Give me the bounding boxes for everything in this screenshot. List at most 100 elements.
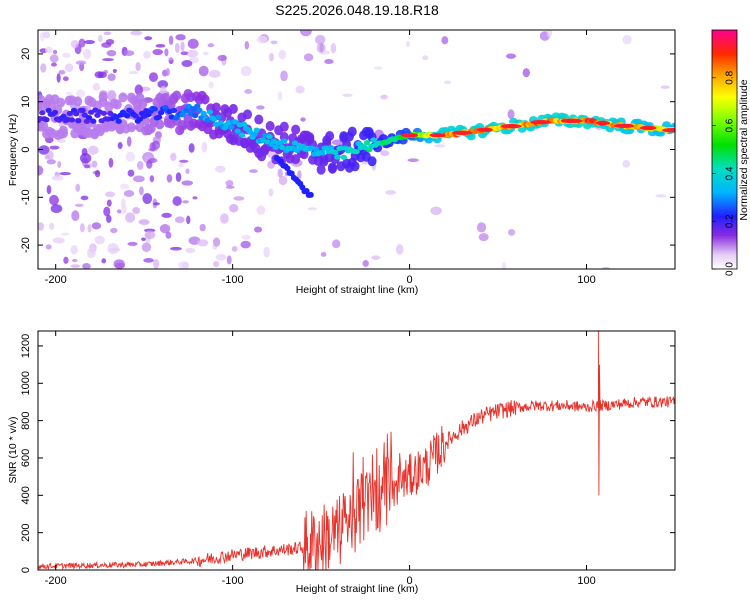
spectrogram-noise-blob: [125, 212, 136, 223]
spectrogram-noise-blob: [256, 105, 265, 110]
spectrogram-noise-blob: [49, 145, 60, 150]
spectrogram-hot-core: [662, 127, 675, 133]
spectrogram-band-halo: [177, 120, 187, 131]
spectrogram-noise-blob: [362, 260, 369, 267]
spectrogram-noise-blob: [331, 239, 341, 249]
spectrogram-noise-blob: [74, 203, 84, 207]
colorbar-tick-label: 0.8: [725, 70, 736, 84]
spectrogram-noise-blob: [132, 207, 141, 214]
spectrogram-noise-blob: [373, 66, 383, 70]
spectrogram-band-halo: [39, 120, 49, 131]
spectrogram-noise-blob: [65, 91, 73, 96]
spectrogram-ridge-cell: [66, 110, 74, 117]
spectrogram-noise-blob: [51, 62, 57, 67]
spectrogram-noise-blob: [84, 39, 95, 45]
spectrogram-noise-blob: [172, 196, 182, 207]
y-tick-label: 800: [20, 411, 32, 429]
spectrogram-noise-blob: [87, 247, 96, 259]
spectrogram-noise-blob: [300, 117, 306, 122]
spectrogram-ridge-cell: [151, 106, 158, 112]
spectrogram-noise-blob: [395, 244, 404, 255]
spectrogram-noise-blob: [207, 43, 215, 48]
spectrogram-noise-blob: [91, 160, 98, 168]
spectrogram-band-halo: [316, 164, 326, 175]
spectrogram-noise-blob: [94, 71, 104, 79]
spectrogram-noise-blob: [103, 31, 112, 36]
spectrogram-band-halo: [56, 97, 66, 108]
spectrogram-band-halo: [327, 162, 337, 173]
spectrogram-noise-blob: [225, 179, 234, 187]
spectrogram-noise-blob: [107, 90, 117, 102]
spectrogram-ridge-cell: [170, 107, 178, 114]
spectrogram-ridge-cell: [115, 118, 122, 124]
y-tick-label: 0: [20, 146, 32, 152]
spectrogram-noise-blob: [178, 261, 190, 269]
spectrogram-noise-blob: [49, 222, 55, 230]
spectrogram-noise-blob: [217, 54, 227, 62]
spectrogram-noise-blob: [157, 80, 169, 89]
spectrogram-noise-blob: [94, 170, 101, 178]
spectrogram-noise-blob: [181, 60, 193, 68]
snr-frame: [37, 330, 676, 571]
spectrogram-hot-core: [613, 123, 635, 128]
spectrogram-hot-core: [500, 123, 522, 129]
spectrogram-noise-blob: [268, 52, 274, 62]
spectrogram-noise-blob: [138, 219, 150, 225]
spectrogram-noise-blob: [185, 168, 190, 175]
spectrogram-noise-blob: [522, 68, 530, 78]
snr-series-line: [38, 331, 675, 570]
spectrogram-noise-blob: [201, 141, 208, 153]
spectrogram-noise-blob: [249, 169, 258, 173]
spectrogram-noise-blob: [123, 50, 135, 57]
spectrogram-ridge-cell: [228, 124, 235, 130]
spectrogram-noise-blob: [127, 169, 135, 177]
spectrogram-noise-blob: [199, 223, 206, 232]
spectrogram-band-halo: [211, 102, 221, 113]
colorbar-tick-label: 0.2: [725, 214, 736, 228]
spectrogram-ridge-cell: [136, 116, 144, 122]
spectrogram-noise-blob: [87, 224, 92, 233]
spectrogram-noise-blob: [104, 191, 115, 198]
spectrogram-noise-blob: [38, 145, 50, 155]
spectrogram-noise-blob: [175, 34, 186, 41]
spectrogram-arm-cell: [284, 165, 291, 172]
y-tick-label: 0: [20, 567, 32, 573]
spectrogram-ridge-cell: [51, 109, 59, 115]
spectrogram-noise-blob: [70, 264, 80, 268]
spectrogram-ridge-cell: [319, 150, 326, 156]
spectrogram-noise-blob: [62, 76, 69, 81]
spectrogram-ridge-cell: [234, 128, 241, 134]
figure-title: S225.2026.048.19.18.R18: [275, 2, 439, 18]
spectrogram-noise-blob: [153, 202, 160, 206]
spectrogram-noise-blob: [244, 40, 250, 50]
spectrogram-noise-blob: [148, 72, 159, 82]
x-tick-label: 100: [577, 274, 595, 286]
spectrogram-band-halo: [172, 90, 182, 101]
spectrogram-noise-blob: [546, 30, 553, 38]
spectrogram-noise-blob: [82, 263, 91, 269]
spectrogram-noise-blob: [91, 222, 102, 230]
spectrogram-ridge-cell: [332, 149, 339, 156]
spectrogram-noise-blob: [175, 172, 182, 183]
spectrogram-noise-blob: [229, 204, 239, 213]
colorbar: 0.0 0.2 0.4 0.6 0.8 Normalized spectral ampl…: [711, 29, 750, 276]
spectrogram-noise-blob: [307, 207, 317, 211]
spectrogram-ridge-cell: [73, 111, 80, 117]
spectrogram-band-halo: [254, 114, 264, 125]
spectrogram-ridge-cell: [191, 112, 199, 119]
spectrogram-noise-blob: [46, 185, 52, 195]
spectrogram-noise-blob: [75, 183, 81, 192]
snr-panel: -200 -100 0 100 0 200 400 600 800 1000 1200 Heigh…: [7, 330, 676, 595]
spectrogram-ridge-cell: [157, 110, 165, 116]
spectrogram-ridge-cell: [327, 144, 335, 151]
spectrogram-noise-blob: [161, 212, 172, 218]
spectrogram-noise-blob: [507, 228, 516, 236]
spectrogram-noise-blob: [70, 39, 79, 49]
spectrogram-noise-blob: [169, 246, 182, 251]
spectrogram-band-halo: [73, 96, 83, 107]
x-tick-label: -200: [45, 575, 67, 587]
spectrogram-ridge-cell: [353, 149, 360, 155]
spectrogram-noise-blob: [187, 38, 199, 49]
